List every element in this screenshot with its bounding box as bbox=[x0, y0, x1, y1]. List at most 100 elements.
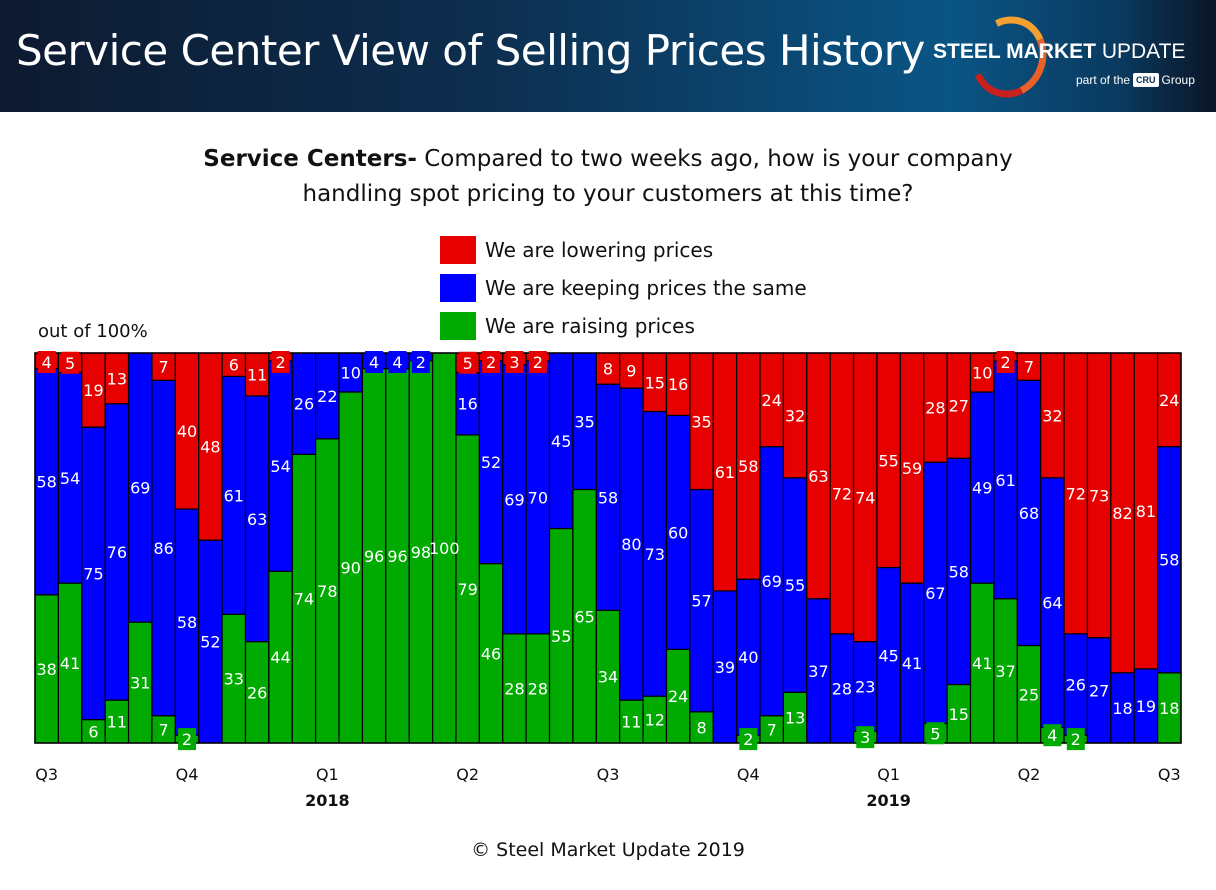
x-tick-label: Q2 bbox=[1018, 765, 1041, 784]
data-label: 24 bbox=[1159, 391, 1179, 410]
data-label: 72 bbox=[1066, 484, 1086, 503]
data-label: 70 bbox=[528, 488, 548, 507]
data-label: 75 bbox=[83, 564, 103, 583]
data-label: 4 bbox=[1047, 726, 1057, 745]
data-label: 76 bbox=[107, 543, 127, 562]
data-label: 3 bbox=[860, 728, 870, 747]
data-label: 40 bbox=[177, 422, 197, 441]
data-label: 96 bbox=[364, 547, 384, 566]
data-label: 41 bbox=[902, 654, 922, 673]
data-label: 26 bbox=[247, 683, 267, 702]
data-label: 12 bbox=[645, 711, 665, 730]
data-label: 49 bbox=[972, 479, 992, 498]
data-label: 98 bbox=[411, 543, 431, 562]
data-label: 26 bbox=[294, 395, 314, 414]
data-label: 5 bbox=[65, 354, 75, 373]
data-label: 9 bbox=[626, 362, 636, 381]
legend-item-same: We are keeping prices the same bbox=[440, 269, 807, 307]
data-label: 27 bbox=[949, 397, 969, 416]
data-label: 35 bbox=[574, 412, 594, 431]
data-label: 58 bbox=[598, 488, 618, 507]
data-label: 41 bbox=[60, 654, 80, 673]
data-label-background bbox=[365, 351, 384, 373]
data-label: 61 bbox=[995, 471, 1015, 490]
legend-swatch bbox=[440, 274, 476, 302]
data-label-background bbox=[505, 351, 524, 373]
data-label: 10 bbox=[972, 364, 992, 383]
plot-frame bbox=[34, 352, 1182, 744]
data-label: 45 bbox=[551, 432, 571, 451]
data-label: 25 bbox=[1019, 685, 1039, 704]
data-label: 4 bbox=[392, 353, 402, 372]
data-label: 33 bbox=[224, 670, 244, 689]
data-label: 69 bbox=[762, 572, 782, 591]
data-label: 100 bbox=[429, 539, 460, 558]
data-label: 24 bbox=[762, 391, 782, 410]
data-label: 73 bbox=[1089, 486, 1109, 505]
data-label-background bbox=[178, 728, 197, 751]
data-label: 39 bbox=[715, 658, 735, 677]
y-axis-label: out of 100% bbox=[38, 321, 148, 342]
x-year-label: 2019 bbox=[866, 791, 911, 810]
data-label: 31 bbox=[130, 674, 150, 693]
data-label: 7 bbox=[159, 720, 169, 739]
data-label-background bbox=[61, 351, 80, 374]
data-label: 16 bbox=[668, 375, 688, 394]
legend-swatch bbox=[440, 312, 476, 340]
data-label: 90 bbox=[341, 559, 361, 578]
data-label: 63 bbox=[808, 467, 828, 486]
data-label: 68 bbox=[1019, 504, 1039, 523]
data-label: 2 bbox=[1000, 353, 1010, 372]
x-tick-label: Q3 bbox=[597, 765, 620, 784]
data-label-background bbox=[482, 351, 501, 373]
data-label: 74 bbox=[294, 590, 314, 609]
data-label: 28 bbox=[504, 679, 524, 698]
data-label: 65 bbox=[574, 607, 594, 626]
data-label: 64 bbox=[1042, 594, 1062, 613]
data-label: 37 bbox=[808, 662, 828, 681]
data-label: 58 bbox=[37, 473, 57, 492]
x-tick-label: Q2 bbox=[456, 765, 479, 784]
data-label: 55 bbox=[878, 451, 898, 470]
data-label-background bbox=[528, 351, 547, 373]
data-label: 45 bbox=[878, 646, 898, 665]
data-label: 5 bbox=[930, 724, 940, 743]
x-tick-label: Q4 bbox=[737, 765, 760, 784]
data-label: 13 bbox=[107, 369, 127, 388]
data-label: 54 bbox=[60, 469, 80, 488]
x-tick-label: Q3 bbox=[1158, 765, 1181, 784]
data-label: 2 bbox=[743, 730, 753, 749]
data-label: 46 bbox=[481, 644, 501, 663]
data-label: 2 bbox=[533, 353, 543, 372]
data-label: 80 bbox=[621, 535, 641, 554]
copyright-footer: © Steel Market Update 2019 bbox=[471, 839, 745, 861]
legend: We are lowering prices We are keeping pr… bbox=[440, 231, 807, 345]
x-tick-label: Q4 bbox=[176, 765, 199, 784]
x-year-label: 2018 bbox=[305, 791, 350, 810]
data-label: 35 bbox=[691, 412, 711, 431]
data-label: 32 bbox=[785, 406, 805, 425]
data-label: 22 bbox=[317, 387, 337, 406]
data-label: 41 bbox=[972, 654, 992, 673]
data-label-background bbox=[411, 351, 430, 373]
data-label: 63 bbox=[247, 510, 267, 529]
data-label: 15 bbox=[645, 373, 665, 392]
data-label: 23 bbox=[855, 677, 875, 696]
data-label: 13 bbox=[785, 709, 805, 728]
data-label: 57 bbox=[691, 592, 711, 611]
data-label: 16 bbox=[457, 395, 477, 414]
data-label: 74 bbox=[855, 488, 875, 507]
data-label-background bbox=[388, 351, 407, 373]
data-label: 2 bbox=[416, 353, 426, 372]
data-label: 15 bbox=[949, 705, 969, 724]
data-label: 79 bbox=[457, 580, 477, 599]
data-label: 8 bbox=[696, 718, 706, 737]
data-label: 54 bbox=[270, 457, 290, 476]
data-label: 6 bbox=[88, 722, 98, 741]
data-label: 73 bbox=[645, 545, 665, 564]
data-label-background bbox=[37, 351, 56, 373]
data-label: 55 bbox=[785, 576, 805, 595]
data-label: 34 bbox=[598, 668, 618, 687]
data-label-background bbox=[271, 351, 290, 373]
